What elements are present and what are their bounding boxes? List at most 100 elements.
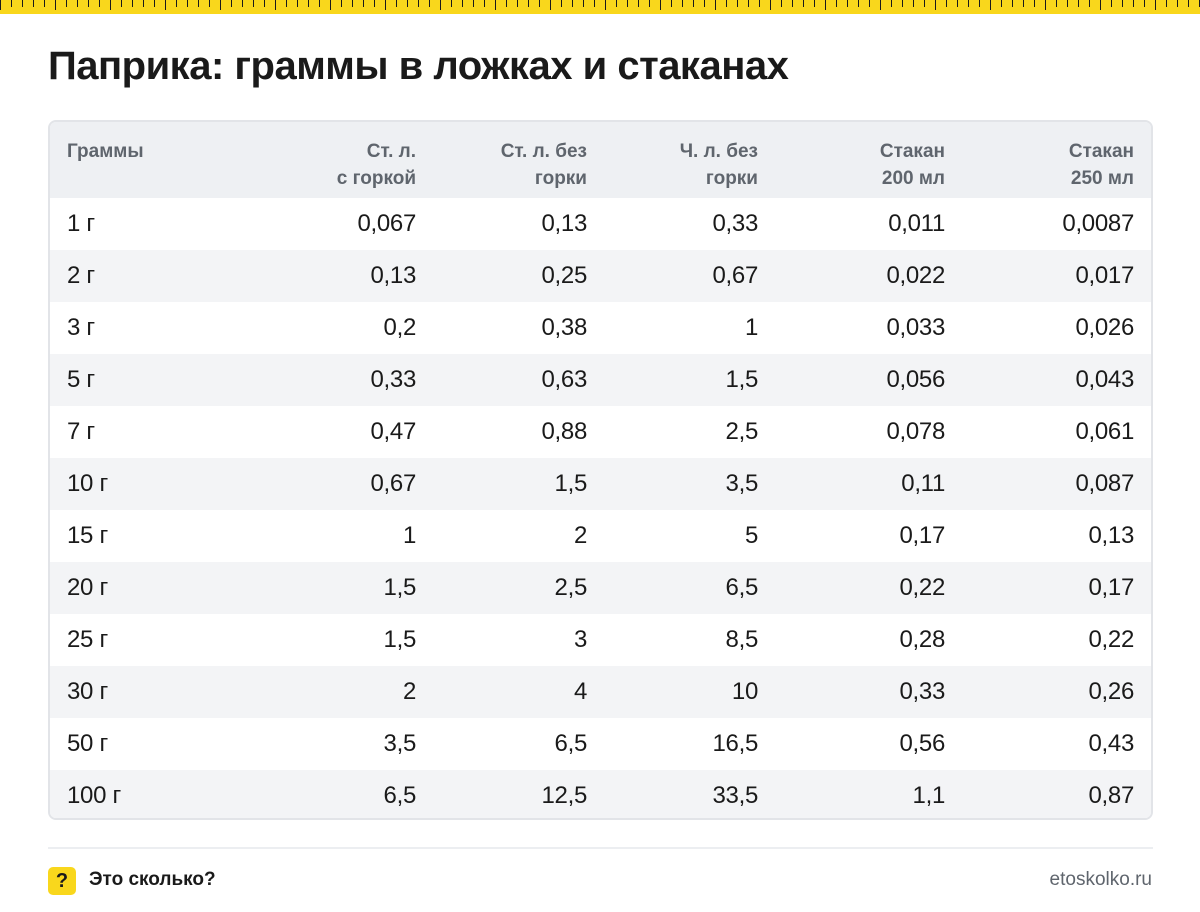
value-cell: 2 [402, 678, 416, 705]
value-cell: 0,13 [1088, 522, 1134, 549]
grams-cell: 1 г [67, 210, 95, 237]
column-header: Ст. л. с горкой [250, 122, 416, 198]
column-header: Стакан 200 мл [758, 122, 945, 198]
value-cell: 0,33 [370, 366, 416, 393]
value-cell: 8,5 [725, 626, 759, 653]
value-cell: 10 [731, 678, 758, 705]
value-cell: 0,22 [1088, 626, 1134, 653]
value-cell: 1 [744, 314, 758, 341]
value-cell: 0,33 [712, 210, 758, 237]
value-cell: 0,043 [1075, 366, 1134, 393]
grams-cell: 100 г [67, 782, 121, 809]
value-cell: 0,63 [541, 366, 587, 393]
value-cell: 0,47 [370, 418, 416, 445]
value-cell: 1,5 [554, 470, 588, 497]
table-row: 1 г 0,067 0,13 0,33 0,011 0,0087 [50, 198, 1151, 250]
table-row: 3 г 0,2 0,38 1 0,033 0,026 [50, 302, 1151, 354]
ruler-major-ticks [0, 0, 1200, 10]
column-header-line: Ч. л. без [679, 141, 758, 162]
conversion-table-container: Граммы Ст. л. с горкой Ст. л. без горки Ч. л.… [48, 120, 1153, 820]
value-cell: 5 [744, 522, 758, 549]
column-header-line: Стакан [1068, 141, 1134, 162]
value-cell: 0,061 [1075, 418, 1134, 445]
value-cell: 0,056 [886, 366, 945, 393]
column-header-line: Ст. л. [366, 141, 416, 162]
value-cell: 0,28 [899, 626, 945, 653]
value-cell: 33,5 [712, 782, 758, 809]
value-cell: 1 [402, 522, 416, 549]
table-row: 25 г 1,5 3 8,5 0,28 0,22 [50, 614, 1151, 666]
grams-cell: 20 г [67, 574, 108, 601]
value-cell: 2,5 [554, 574, 588, 601]
value-cell: 0,022 [886, 262, 945, 289]
value-cell: 16,5 [712, 730, 758, 757]
column-header-line: 200 мл [881, 168, 945, 189]
grams-cell: 2 г [67, 262, 95, 289]
column-header-line: Граммы [67, 141, 144, 162]
grams-cell: 15 г [67, 522, 108, 549]
value-cell: 0,067 [357, 210, 416, 237]
value-cell: 1,5 [725, 366, 759, 393]
value-cell: 0,88 [541, 418, 587, 445]
table-row: 2 г 0,13 0,25 0,67 0,022 0,017 [50, 250, 1151, 302]
table-row: 15 г 1 2 5 0,17 0,13 [50, 510, 1151, 562]
column-header-line: Стакан [879, 141, 945, 162]
grams-cell: 25 г [67, 626, 108, 653]
conversion-table: Граммы Ст. л. с горкой Ст. л. без горки Ч. л.… [50, 122, 1151, 818]
grams-cell: 50 г [67, 730, 108, 757]
value-cell: 2 [573, 522, 587, 549]
value-cell: 0,011 [888, 210, 945, 237]
value-cell: 0,026 [1075, 314, 1134, 341]
column-header-line: горки [534, 168, 587, 189]
value-cell: 1,5 [383, 626, 417, 653]
value-cell: 0,17 [1088, 574, 1134, 601]
column-header-line: Ст. л. без [500, 141, 587, 162]
value-cell: 0,25 [541, 262, 587, 289]
value-cell: 2,5 [725, 418, 759, 445]
page-title: Паприка: граммы в ложках и стаканах [48, 44, 789, 88]
value-cell: 0,0087 [1062, 210, 1134, 237]
value-cell: 0,26 [1088, 678, 1134, 705]
site-link[interactable]: etoskolko.ru [1049, 869, 1152, 890]
value-cell: 0,11 [901, 470, 945, 497]
value-cell: 0,56 [899, 730, 945, 757]
footer-divider [48, 847, 1153, 849]
table-row: 5 г 0,33 0,63 1,5 0,056 0,043 [50, 354, 1151, 406]
value-cell: 0,033 [886, 314, 945, 341]
value-cell: 6,5 [554, 730, 588, 757]
grams-cell: 3 г [67, 314, 95, 341]
column-header: Ст. л. без горки [416, 122, 587, 198]
value-cell: 0,67 [712, 262, 758, 289]
value-cell: 0,17 [899, 522, 945, 549]
value-cell: 6,5 [725, 574, 759, 601]
value-cell: 0,078 [886, 418, 945, 445]
value-cell: 4 [573, 678, 587, 705]
value-cell: 1,1 [912, 782, 946, 809]
value-cell: 0,13 [541, 210, 587, 237]
value-cell: 0,087 [1075, 470, 1134, 497]
value-cell: 0,22 [899, 574, 945, 601]
value-cell: 3 [573, 626, 587, 653]
value-cell: 0,38 [541, 314, 587, 341]
table-row: 10 г 0,67 1,5 3,5 0,11 0,087 [50, 458, 1151, 510]
column-header: Граммы [50, 122, 250, 198]
column-header: Стакан 250 мл [945, 122, 1151, 198]
table-row: 30 г 2 4 10 0,33 0,26 [50, 666, 1151, 718]
brand-logo-icon: ? [48, 867, 76, 895]
value-cell: 0,87 [1088, 782, 1134, 809]
value-cell: 1,5 [383, 574, 417, 601]
table-header-row: Граммы Ст. л. с горкой Ст. л. без горки Ч. л.… [50, 122, 1151, 198]
grams-cell: 5 г [67, 366, 95, 393]
column-header: Ч. л. без горки [587, 122, 758, 198]
table-row: 20 г 1,5 2,5 6,5 0,22 0,17 [50, 562, 1151, 614]
value-cell: 0,43 [1088, 730, 1134, 757]
brand-name: Это сколько? [89, 869, 216, 890]
value-cell: 3,5 [383, 730, 417, 757]
value-cell: 0,67 [370, 470, 416, 497]
column-header-line: горки [705, 168, 758, 189]
table-row: 100 г 6,5 12,5 33,5 1,1 0,87 [50, 770, 1151, 818]
grams-cell: 30 г [67, 678, 108, 705]
table-header: Граммы Ст. л. с горкой Ст. л. без горки Ч. л.… [50, 122, 1151, 198]
table-body: 1 г 0,067 0,13 0,33 0,011 0,0087 2 г 0,13 0,25 0,… [50, 198, 1151, 818]
column-header-line: с горкой [336, 168, 416, 189]
